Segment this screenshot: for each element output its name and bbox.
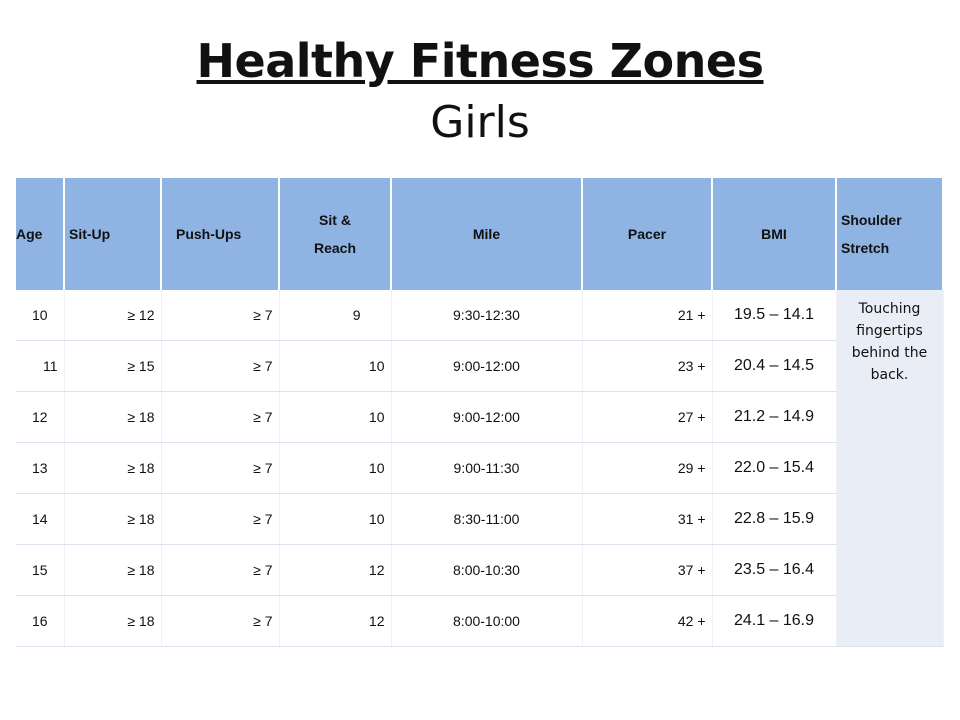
page-title: Healthy Fitness Zones xyxy=(196,34,764,88)
header-pushups: Push-Ups xyxy=(161,178,280,290)
cell-mile: 8:30-11:00 xyxy=(391,493,583,545)
table-row: 15 ≥ 18 ≥ 7 12 8:00-10:30 37 + 23.5 – 16… xyxy=(16,544,943,596)
cell-mile: 9:30-12:30 xyxy=(391,290,583,341)
header-age: Age xyxy=(16,178,65,290)
cell-sitreach: 10 xyxy=(279,391,392,443)
cell-age: 15 xyxy=(16,544,65,596)
header-bmi: BMI xyxy=(712,178,837,290)
cell-mile: 8:00-10:30 xyxy=(391,544,583,596)
cell-age: 13 xyxy=(16,442,65,494)
cell-situp: ≥ 15 xyxy=(64,340,162,392)
cell-mile: 9:00-12:00 xyxy=(391,340,583,392)
table-header-row: Age Sit-Up Push-Ups Sit & Reach Mile Pac… xyxy=(16,178,944,290)
cell-sitreach: 10 xyxy=(279,442,392,494)
cell-pacer: 31 + xyxy=(582,493,713,545)
cell-bmi: 20.4 – 14.5 xyxy=(712,340,837,392)
cell-pacer: 29 + xyxy=(582,442,713,494)
table-row: 16 ≥ 18 ≥ 7 12 8:00-10:00 42 + 24.1 – 16… xyxy=(16,595,943,647)
cell-sitreach: 12 xyxy=(279,544,392,596)
table-row: 11 ≥ 15 ≥ 7 10 9:00-12:00 23 + 20.4 – 14… xyxy=(16,340,943,392)
cell-bmi: 23.5 – 16.4 xyxy=(712,544,837,596)
table-row: 10 ≥ 12 ≥ 7 9 9:30-12:30 21 + 19.5 – 14.… xyxy=(16,290,944,647)
cell-pushups: ≥ 7 xyxy=(161,442,280,494)
cell-sitreach: 10 xyxy=(279,340,392,392)
header-pacer: Pacer xyxy=(582,178,713,290)
cell-mile: 9:00-12:00 xyxy=(391,391,583,443)
header-sitreach: Sit & Reach xyxy=(279,178,392,290)
cell-mile: 9:00-11:30 xyxy=(391,442,583,494)
cell-age: 10 xyxy=(16,290,65,341)
cell-pacer: 42 + xyxy=(582,595,713,647)
cell-bmi: 22.0 – 15.4 xyxy=(712,442,837,494)
cell-pushups: ≥ 7 xyxy=(161,493,280,545)
cell-pacer: 23 + xyxy=(582,340,713,392)
header-shoulder: Shoulder Stretch xyxy=(836,178,944,290)
cell-pushups: ≥ 7 xyxy=(161,544,280,596)
cell-sitreach: 9 xyxy=(279,290,392,341)
cell-pacer: 21 + xyxy=(582,290,713,341)
fitness-zones-table: Age Sit-Up Push-Ups Sit & Reach Mile Pac… xyxy=(16,178,944,647)
cell-sitreach: 12 xyxy=(279,595,392,647)
cell-situp: ≥ 18 xyxy=(64,595,162,647)
cell-situp: ≥ 12 xyxy=(64,290,162,341)
table-row: 12 ≥ 18 ≥ 7 10 9:00-12:00 27 + 21.2 – 14… xyxy=(16,391,943,443)
cell-situp: ≥ 18 xyxy=(64,544,162,596)
cell-situp: ≥ 18 xyxy=(64,493,162,545)
cell-age: 12 xyxy=(16,391,65,443)
cell-pacer: 27 + xyxy=(582,391,713,443)
cell-situp: ≥ 18 xyxy=(64,391,162,443)
cell-mile: 8:00-10:00 xyxy=(391,595,583,647)
cell-bmi: 22.8 – 15.9 xyxy=(712,493,837,545)
cell-situp: ≥ 18 xyxy=(64,442,162,494)
cell-bmi: 24.1 – 16.9 xyxy=(712,595,837,647)
table-row: 13 ≥ 18 ≥ 7 10 9:00-11:30 29 + 22.0 – 15… xyxy=(16,442,943,494)
cell-bmi: 19.5 – 14.1 xyxy=(712,290,837,341)
header-mile: Mile xyxy=(391,178,583,290)
cell-bmi: 21.2 – 14.9 xyxy=(712,391,837,443)
page-subtitle: Girls xyxy=(430,97,530,148)
cell-age: 14 xyxy=(16,493,65,545)
cell-pushups: ≥ 7 xyxy=(161,595,280,647)
title-block: Healthy Fitness Zones Girls xyxy=(0,30,960,154)
cell-age: 11 xyxy=(16,340,65,392)
cell-age: 16 xyxy=(16,595,65,647)
cell-sitreach: 10 xyxy=(279,493,392,545)
cell-shoulder-stretch: Touching fingertips behind the back. xyxy=(836,290,944,647)
cell-pacer: 37 + xyxy=(582,544,713,596)
table-row: 14 ≥ 18 ≥ 7 10 8:30-11:00 31 + 22.8 – 15… xyxy=(16,493,943,545)
cell-pushups: ≥ 7 xyxy=(161,340,280,392)
cell-pushups: ≥ 7 xyxy=(161,290,280,341)
header-situp: Sit-Up xyxy=(64,178,162,290)
cell-pushups: ≥ 7 xyxy=(161,391,280,443)
